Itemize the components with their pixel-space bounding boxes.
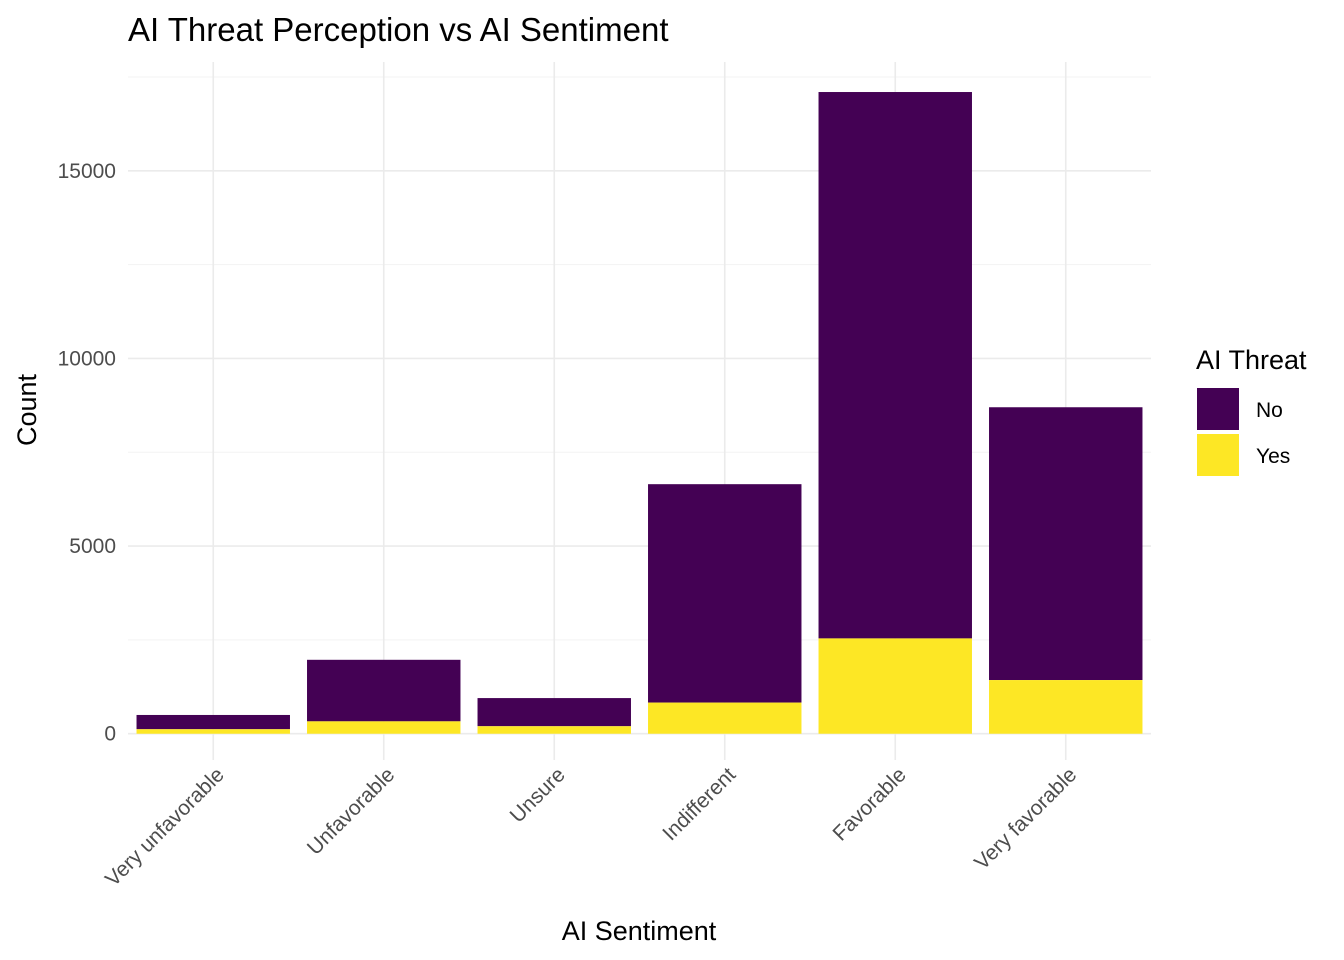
- bar-no: [307, 659, 461, 722]
- legend-label-yes: Yes: [1256, 445, 1290, 468]
- bar-yes: [648, 702, 802, 734]
- bar-no: [818, 92, 972, 639]
- legend-title: AI Threat: [1196, 345, 1307, 375]
- bar-yes: [818, 638, 972, 734]
- legend-swatch-yes: [1197, 434, 1239, 476]
- legend-swatch-no: [1197, 388, 1239, 430]
- legend-label-no: No: [1256, 399, 1283, 422]
- bar-no: [648, 484, 802, 703]
- x-axis-ticks: Very unfavorable Unfavorable Unsure Indiffe…: [101, 763, 1081, 891]
- y-axis-ticks: 0 5000 10000 15000: [58, 160, 116, 746]
- bars: [136, 92, 1143, 734]
- x-axis-title: AI Sentiment: [562, 916, 717, 946]
- x-tick-label: Unsure: [506, 763, 570, 827]
- y-tick-label: 5000: [69, 535, 116, 558]
- bar-yes: [136, 729, 290, 734]
- bar-yes: [477, 726, 631, 734]
- x-tick-label: Very favorable: [970, 763, 1081, 874]
- bar-yes: [307, 721, 461, 734]
- x-tick-label: Very unfavorable: [101, 763, 229, 891]
- bar-yes: [989, 680, 1143, 734]
- bar-no: [989, 407, 1143, 681]
- x-tick-label: Unfavorable: [303, 763, 399, 859]
- y-axis-title: Count: [12, 373, 42, 446]
- y-tick-label: 0: [104, 723, 116, 746]
- chart-title: AI Threat Perception vs AI Sentiment: [128, 11, 669, 48]
- bar-no: [136, 714, 290, 730]
- x-tick-label: Indifferent: [658, 763, 740, 845]
- y-tick-label: 10000: [58, 347, 116, 370]
- y-tick-label: 15000: [58, 160, 116, 183]
- legend: AI Threat No Yes: [1196, 345, 1307, 476]
- bar-no: [477, 698, 631, 727]
- x-tick-label: Favorable: [828, 763, 910, 845]
